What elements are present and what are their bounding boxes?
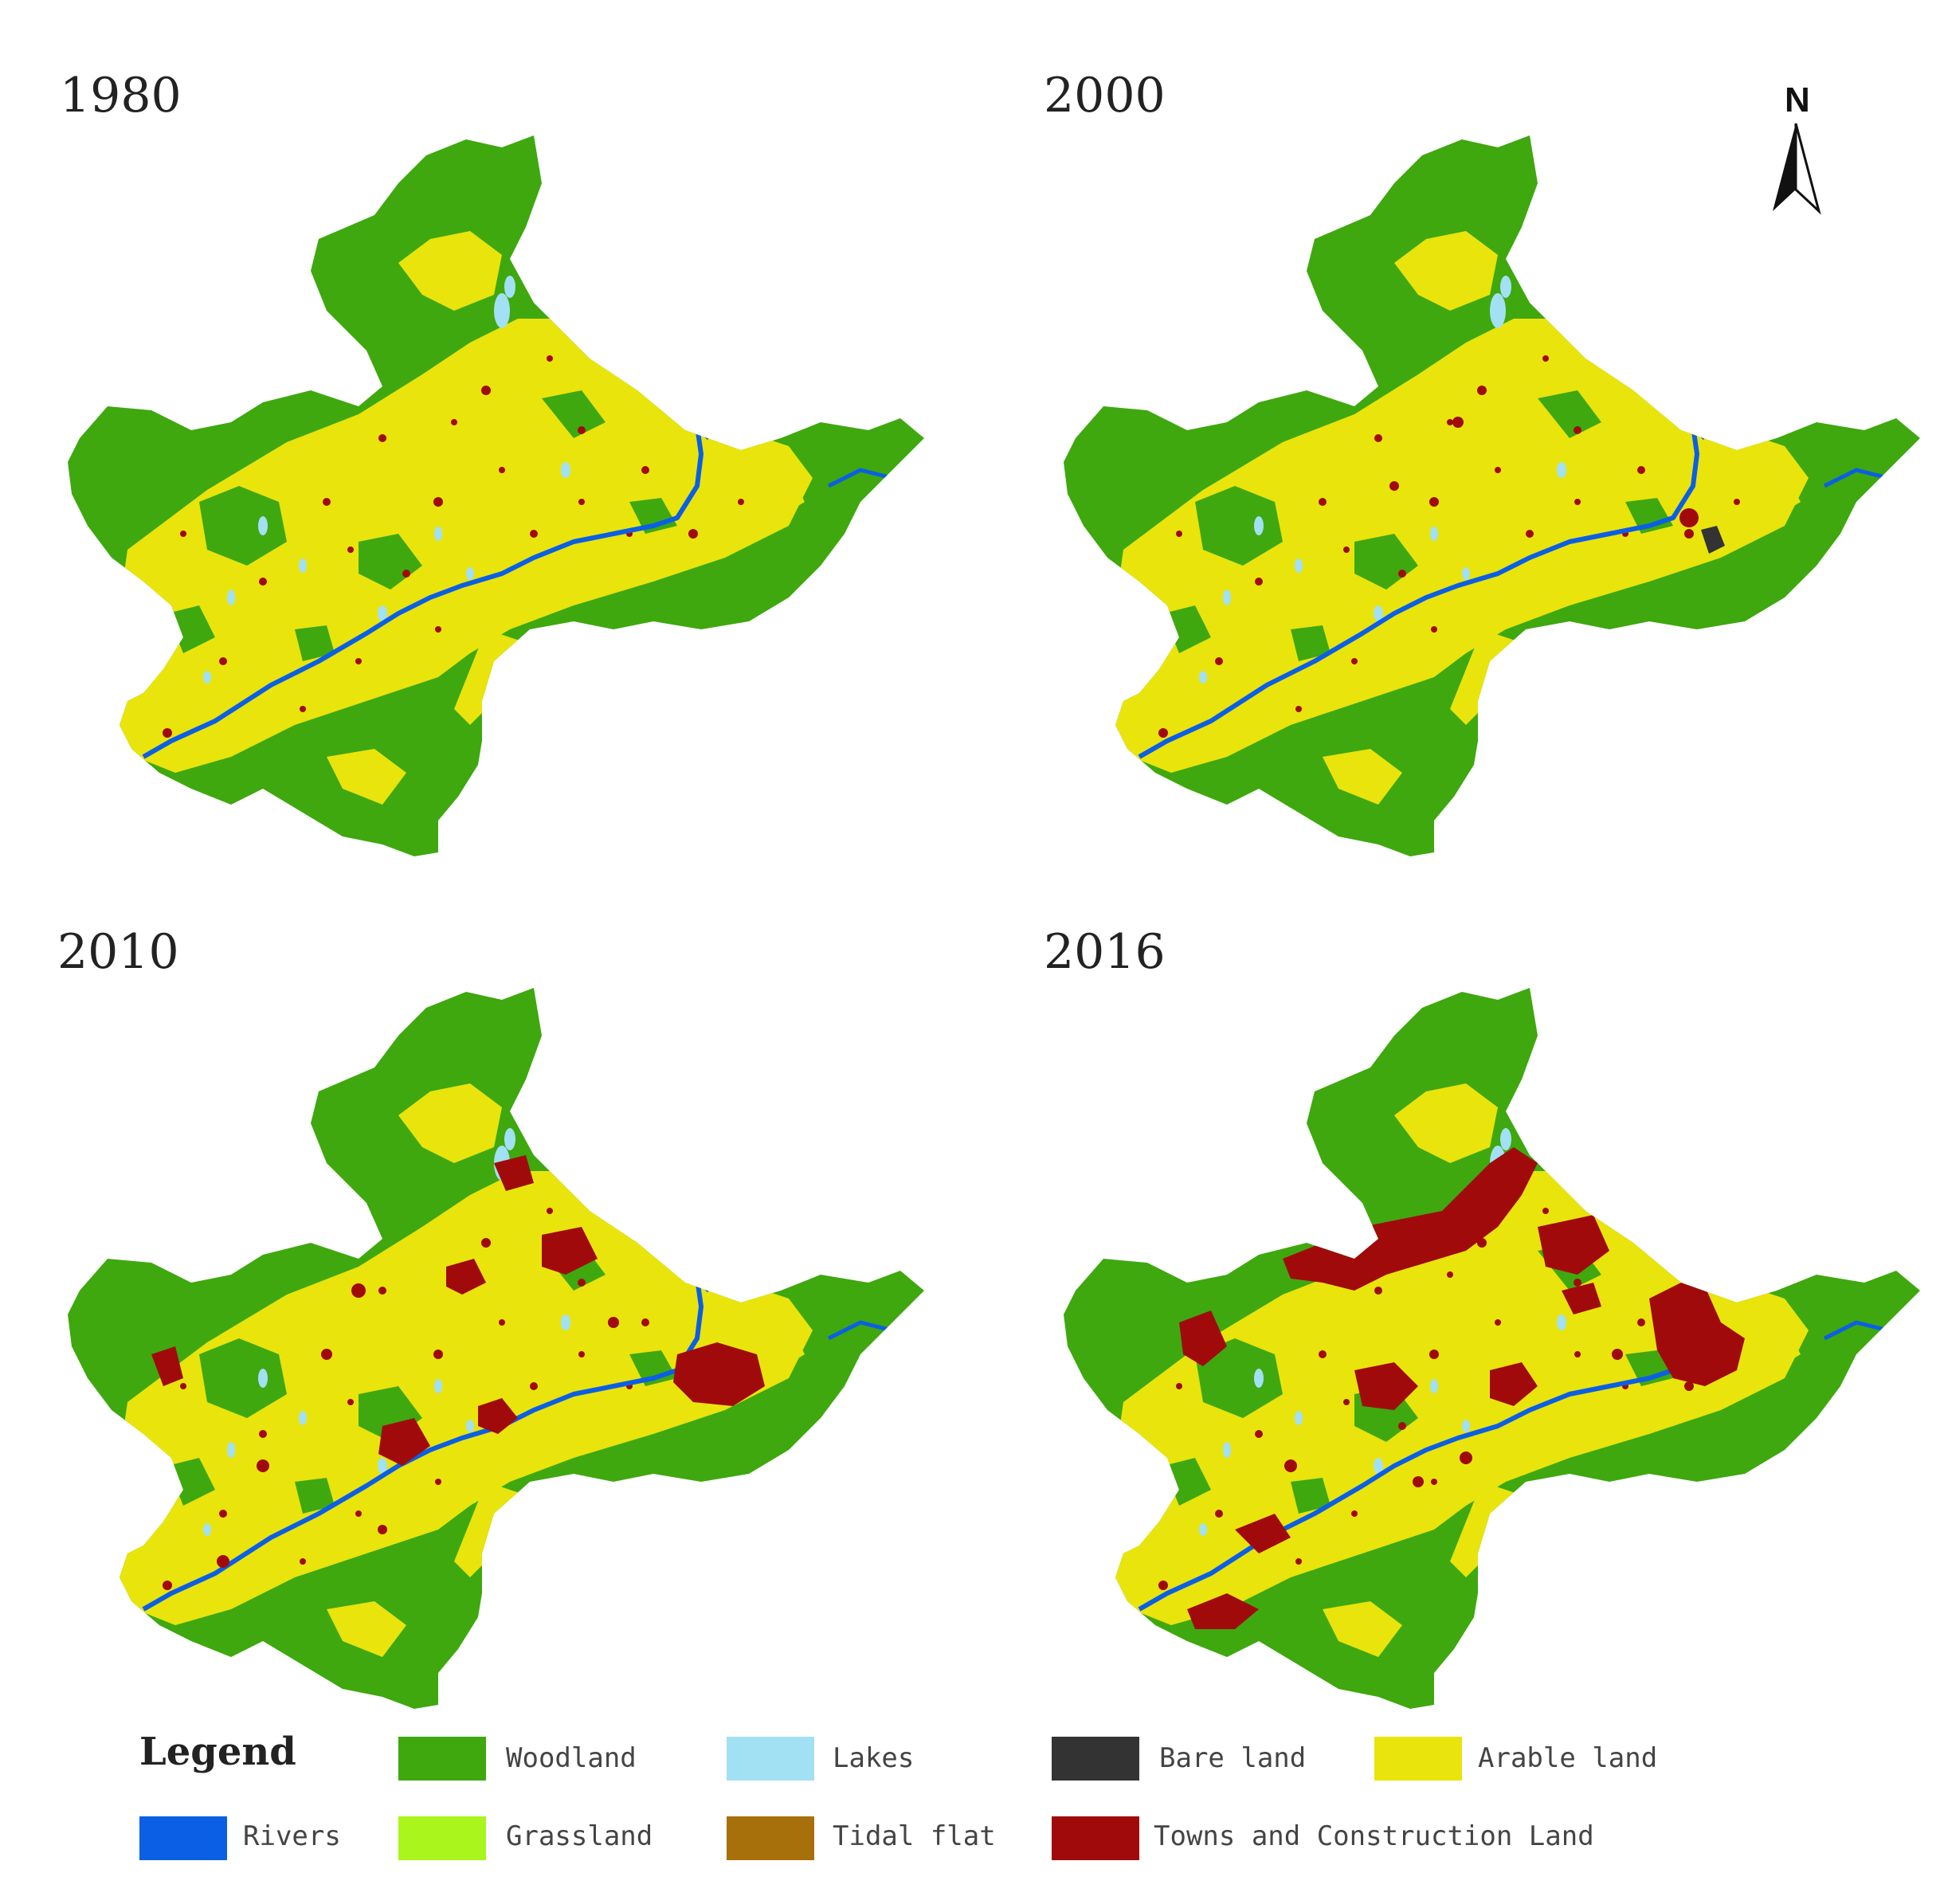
legend: Legend Woodland Lakes Bare land Arable l…	[139, 1730, 1657, 1860]
legend-label-arable-land: Arable land	[1478, 1742, 1657, 1774]
legend-label-bare-land: Bare land	[1159, 1742, 1306, 1774]
north-arrow: N	[1773, 80, 1821, 215]
legend-label-rivers: Rivers	[243, 1820, 341, 1852]
north-arrow-label: N	[1785, 80, 1810, 119]
legend-label-tidal-flat: Tidal flat	[833, 1820, 996, 1852]
legend-swatch-bare-land	[1052, 1737, 1139, 1781]
map-base-2010	[68, 988, 924, 1709]
north-arrow-icon	[1773, 123, 1796, 211]
map-year-1980: 1980	[60, 68, 182, 123]
legend-label-grassland: Grassland	[506, 1820, 653, 1852]
legend-swatch-tidal-flat	[727, 1816, 814, 1860]
legend-swatch-rivers	[139, 1816, 227, 1860]
legend-label-woodland: Woodland	[506, 1742, 637, 1774]
map-base-1980	[68, 135, 924, 856]
north-arrow-outline-icon	[1794, 123, 1821, 215]
legend-label-towns-construction: Towns and Construction Land	[1154, 1820, 1594, 1852]
legend-swatch-towns-construction	[1052, 1816, 1139, 1860]
legend-swatch-arable-land	[1374, 1737, 1462, 1781]
land-use-map-2000	[1064, 135, 1920, 856]
land-use-map-2010	[68, 988, 924, 1709]
legend-swatch-lakes	[727, 1737, 814, 1781]
legend-label-lakes: Lakes	[833, 1742, 914, 1774]
map-year-2000: 2000	[1044, 68, 1166, 123]
land-use-map-1980	[68, 135, 924, 856]
map-base-2000	[1064, 135, 1920, 856]
legend-title: Legend	[139, 1730, 296, 1774]
map-year-2016: 2016	[1044, 924, 1166, 980]
legend-swatch-woodland	[398, 1737, 486, 1781]
legend-swatch-grassland	[398, 1816, 486, 1860]
map-year-2010: 2010	[57, 924, 179, 980]
maps-layer	[68, 135, 1920, 1709]
land-use-map-2016	[1064, 988, 1920, 1709]
